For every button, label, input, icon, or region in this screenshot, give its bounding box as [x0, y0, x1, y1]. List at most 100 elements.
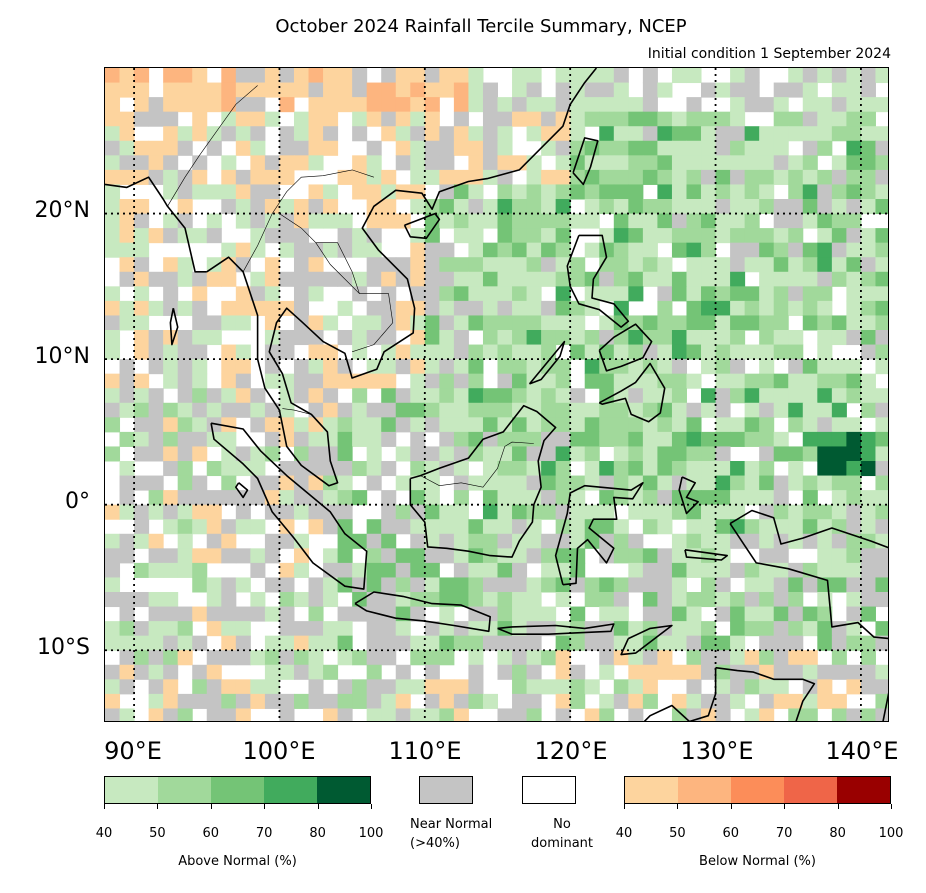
tercile-cell [671, 461, 687, 477]
tercile-cell [134, 82, 150, 98]
tercile-cell [323, 359, 339, 375]
tercile-cell [148, 388, 164, 404]
tercile-cell [526, 126, 542, 142]
tercile-cell [337, 82, 353, 98]
colorbar-tick-label: 50 [149, 826, 166, 841]
tercile-cell [526, 359, 542, 375]
tercile-cell [628, 693, 644, 709]
tercile-cell [817, 621, 833, 637]
coastline [678, 476, 699, 515]
tercile-cell [395, 271, 411, 287]
tercile-cell [468, 431, 484, 447]
tercile-cell [192, 184, 208, 200]
tercile-cell [250, 286, 266, 302]
tercile-cell [235, 140, 251, 156]
tercile-cell [163, 169, 179, 185]
tercile-cell [584, 111, 600, 127]
tercile-cell [424, 650, 440, 666]
tercile-cell [482, 475, 498, 491]
tercile-cell [875, 679, 888, 695]
tercile-cell [759, 184, 775, 200]
tercile-cell [875, 68, 888, 84]
tercile-cell [497, 577, 513, 593]
tercile-cell [235, 402, 251, 418]
tercile-cell [235, 693, 251, 709]
tercile-cell [657, 300, 673, 316]
tercile-cell [730, 475, 746, 491]
tercile-cell [613, 330, 629, 346]
tercile-cell [802, 388, 818, 404]
tercile-cell [831, 417, 847, 433]
tercile-cell [105, 446, 121, 462]
tercile-cell [512, 330, 528, 346]
tercile-cell [788, 257, 804, 273]
tercile-cell [584, 475, 600, 491]
tercile-cell [308, 592, 324, 608]
tercile-cell [744, 577, 760, 593]
tercile-cell [628, 315, 644, 331]
tercile-cell [541, 402, 557, 418]
tercile-cell [235, 359, 251, 375]
tercile-cell [323, 373, 339, 389]
tercile-cell [439, 82, 455, 98]
tercile-cell [671, 315, 687, 331]
tercile-cell [105, 548, 121, 564]
tercile-cell [293, 635, 310, 651]
tercile-cell [134, 446, 150, 462]
tercile-cell [134, 199, 150, 215]
tercile-cell [860, 679, 876, 695]
tercile-cell [599, 257, 615, 273]
tercile-cell [759, 431, 775, 447]
tercile-cell [584, 199, 600, 215]
tercile-cell [453, 635, 469, 651]
tercile-cell [512, 97, 528, 113]
tercile-cell [584, 373, 600, 389]
tercile-cell [512, 461, 528, 477]
tercile-cell [221, 271, 237, 287]
tercile-cell [526, 82, 542, 98]
tercile-cell [715, 606, 731, 622]
tercile-cell [555, 68, 571, 84]
tercile-cell [352, 490, 368, 506]
tercile-cell [192, 475, 208, 491]
tercile-cell [235, 461, 251, 477]
tercile-cell [453, 461, 469, 477]
tercile-cell [846, 621, 862, 637]
tercile-cell [439, 169, 455, 185]
tercile-cell [628, 431, 644, 447]
tercile-cell [860, 330, 876, 346]
tercile-cell [715, 155, 731, 171]
tercile-cell [759, 475, 775, 491]
tercile-cell [759, 446, 775, 462]
tercile-cell [192, 402, 208, 418]
tercile-cell [235, 97, 251, 113]
tercile-cell [599, 111, 615, 127]
tercile-cell [192, 330, 208, 346]
tercile-cell [744, 315, 760, 331]
tercile-cell [410, 490, 426, 506]
tercile-cell [134, 68, 150, 84]
tercile-cell [555, 592, 571, 608]
tercile-cell [308, 431, 324, 447]
tercile-cell [381, 461, 397, 477]
tercile-cell [860, 446, 876, 462]
tercile-cell [628, 359, 644, 375]
tercile-cell [424, 664, 440, 680]
tercile-cell [119, 271, 135, 287]
tercile-cell [221, 82, 237, 98]
tercile-cell [366, 548, 382, 564]
tercile-cell [744, 431, 760, 447]
tercile-cell [686, 519, 702, 535]
tercile-cell [352, 562, 368, 578]
tercile-cell [657, 213, 673, 229]
tercile-cell [250, 650, 266, 666]
tercile-cell [701, 242, 717, 258]
tercile-cell [308, 286, 324, 302]
tercile-cell [163, 97, 179, 113]
tercile-cell [730, 199, 746, 215]
lon-label-140e: 140°E [825, 737, 899, 765]
tercile-cell [323, 475, 339, 491]
tercile-cell [715, 519, 731, 535]
tercile-cell [163, 111, 179, 127]
tercile-cell [657, 228, 673, 244]
